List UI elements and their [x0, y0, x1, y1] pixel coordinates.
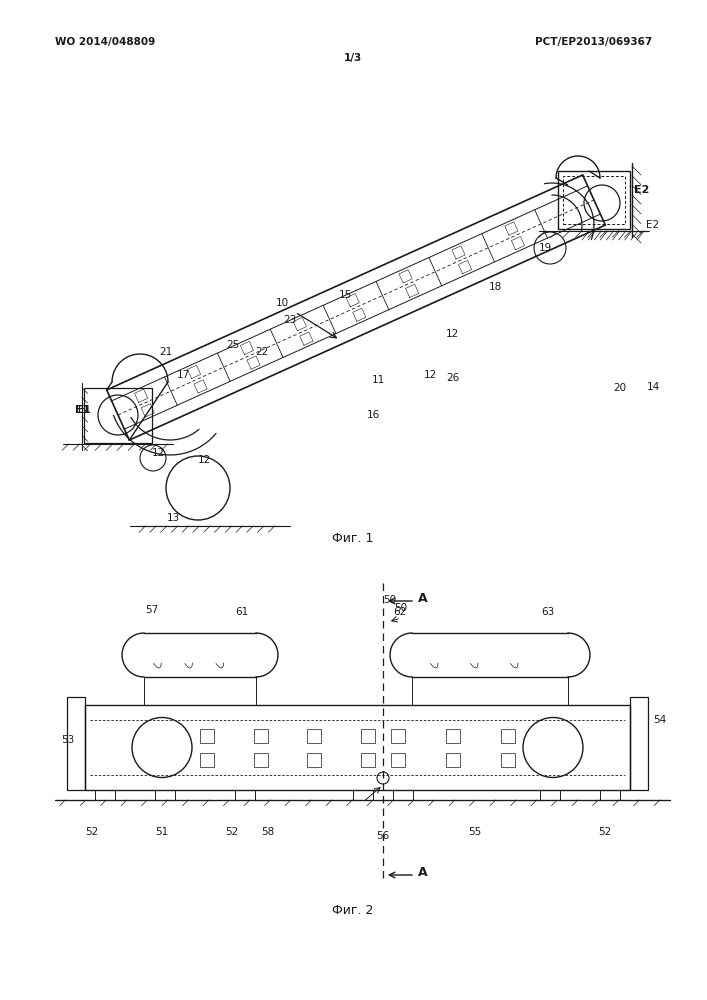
Text: 18: 18: [489, 282, 502, 292]
Bar: [393, 790, 413, 800]
Text: 16: 16: [366, 410, 380, 420]
Bar: [67, 697, 85, 790]
Bar: [155, 790, 175, 800]
Text: E1: E1: [78, 405, 92, 415]
Bar: [600, 790, 620, 800]
Text: 23: 23: [284, 315, 297, 325]
Text: 52: 52: [86, 827, 98, 837]
Text: 55: 55: [468, 827, 481, 837]
Text: 50: 50: [383, 595, 397, 605]
Text: 12: 12: [197, 455, 211, 465]
Bar: [85, 705, 630, 790]
Text: 57: 57: [146, 605, 158, 615]
Text: 58: 58: [262, 827, 274, 837]
Text: 11: 11: [371, 375, 385, 385]
Bar: [235, 790, 255, 800]
Text: 51: 51: [156, 827, 169, 837]
Bar: [95, 790, 115, 800]
Text: 25: 25: [226, 340, 240, 350]
Text: 54: 54: [653, 715, 667, 725]
Text: E1: E1: [76, 405, 90, 415]
Text: PCT/EP2013/069367: PCT/EP2013/069367: [534, 37, 652, 47]
Text: Фиг. 2: Фиг. 2: [332, 904, 374, 916]
Text: A: A: [418, 865, 428, 879]
Text: 12: 12: [445, 329, 459, 339]
Text: 20: 20: [614, 383, 626, 393]
Bar: [563, 176, 625, 224]
Text: 13: 13: [166, 513, 180, 523]
Text: 26: 26: [446, 373, 460, 383]
Text: 52: 52: [226, 827, 239, 837]
Bar: [630, 697, 648, 790]
Text: 10: 10: [276, 298, 288, 308]
Text: 14: 14: [646, 382, 660, 392]
Text: E2: E2: [646, 220, 660, 230]
Text: 17: 17: [176, 370, 189, 380]
Text: 19: 19: [538, 243, 551, 253]
Text: E2: E2: [634, 185, 650, 195]
Bar: [353, 790, 373, 800]
Text: 21: 21: [159, 347, 173, 357]
Text: 63: 63: [542, 607, 554, 617]
Bar: [540, 790, 560, 800]
Text: Фиг. 1: Фиг. 1: [332, 532, 374, 544]
Bar: [558, 171, 630, 229]
Text: 62: 62: [393, 607, 407, 617]
Text: 61: 61: [235, 607, 249, 617]
Text: 53: 53: [62, 735, 75, 745]
Text: 22: 22: [255, 347, 269, 357]
Text: 12: 12: [423, 370, 437, 380]
Text: A: A: [418, 591, 428, 604]
Text: 1/3: 1/3: [344, 53, 362, 63]
Text: WO 2014/048809: WO 2014/048809: [55, 37, 156, 47]
Text: 50: 50: [395, 603, 407, 613]
Text: 15: 15: [339, 290, 351, 300]
Text: 56: 56: [376, 831, 390, 841]
Text: 52: 52: [598, 827, 612, 837]
Bar: [84, 388, 152, 443]
Text: 12: 12: [151, 448, 165, 458]
